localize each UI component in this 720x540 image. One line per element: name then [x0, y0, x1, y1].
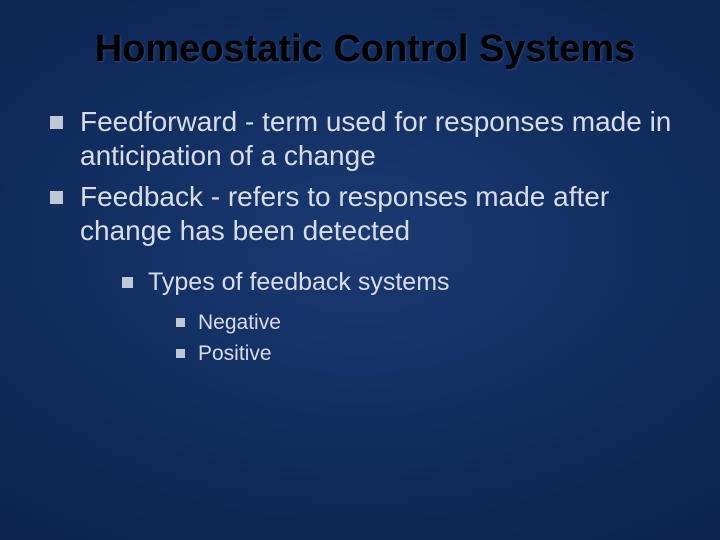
bullet-text: Positive: [198, 342, 272, 365]
bullet-text: Feedback - refers to responses made afte…: [80, 181, 609, 246]
bullet-text: Negative: [198, 311, 281, 334]
list-item: Positive: [176, 340, 680, 368]
bullet-text: Types of feedback systems: [148, 268, 450, 296]
bullet-list-level1: Feedforward - term used for responses ma…: [40, 105, 680, 368]
list-item: Feedback - refers to responses made afte…: [50, 180, 680, 368]
list-item: Types of feedback systems Negative Posit…: [122, 267, 680, 368]
list-item: Negative: [176, 309, 680, 337]
bullet-text: Feedforward - term used for responses ma…: [80, 106, 671, 171]
list-item: Feedforward - term used for responses ma…: [50, 105, 680, 172]
slide-title: Homeostatic Control Systems: [50, 28, 680, 71]
bullet-list-level2: Types of feedback systems Negative Posit…: [80, 267, 680, 368]
bullet-list-level3: Negative Positive: [148, 309, 680, 369]
slide: Homeostatic Control Systems Feedforward …: [0, 0, 720, 540]
